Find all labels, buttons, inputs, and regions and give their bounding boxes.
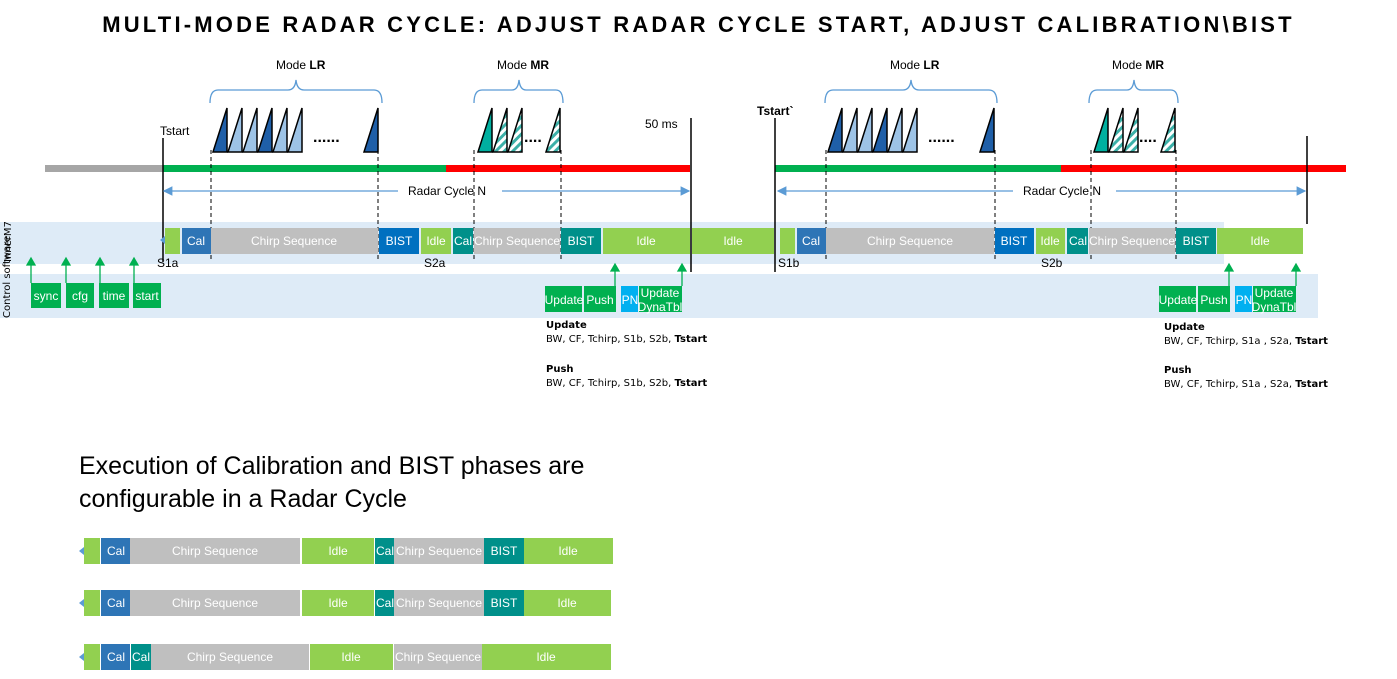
variant-row-3: Cal Cal Chirp Sequence Idle Chirp Sequen… xyxy=(79,644,611,670)
svg-text:......: ...... xyxy=(928,129,955,146)
svg-text:Idle: Idle xyxy=(328,544,348,558)
svg-text:DynaTbl: DynaTbl xyxy=(1252,300,1297,314)
chirp-triangles-lr-1 xyxy=(211,107,379,153)
timeline-green-1 xyxy=(163,165,446,172)
mode-mr-label-1: Mode MR xyxy=(497,58,549,72)
timeline-gray xyxy=(45,165,163,172)
svg-text:Idle: Idle xyxy=(426,234,446,248)
svg-text:start: start xyxy=(135,289,159,303)
svg-text:....: .... xyxy=(524,129,542,146)
svg-text:......: ...... xyxy=(313,129,340,146)
svg-text:Cal: Cal xyxy=(187,234,205,248)
svg-text:PN: PN xyxy=(1236,293,1253,307)
svg-text:time: time xyxy=(103,289,126,303)
control-software-label: Control software xyxy=(2,236,13,318)
control-arrows xyxy=(25,256,1302,286)
svg-text:Chirp Sequence: Chirp Sequence xyxy=(396,596,482,610)
svg-text:Cal: Cal xyxy=(107,650,125,664)
svg-text:Chirp Sequence: Chirp Sequence xyxy=(187,650,273,664)
svg-text:cfg: cfg xyxy=(72,289,88,303)
svg-text:Chirp Sequence: Chirp Sequence xyxy=(474,234,560,248)
svg-text:Cal: Cal xyxy=(107,596,125,610)
svg-text:Idle: Idle xyxy=(341,650,361,664)
svg-text:Idle: Idle xyxy=(636,234,656,248)
chirp-triangles-mr-1 xyxy=(476,107,561,153)
50ms-label: 50 ms xyxy=(645,117,678,131)
svg-text:Update: Update xyxy=(641,286,680,300)
svg-text:Chirp Sequence: Chirp Sequence xyxy=(172,544,258,558)
execution-caption: Execution of Calibration and BIST phases… xyxy=(79,452,585,513)
svg-text:Chirp Sequence: Chirp Sequence xyxy=(396,544,482,558)
s2a-label: S2a xyxy=(424,256,446,270)
svg-text:BIST: BIST xyxy=(491,596,518,610)
svg-text:BIST: BIST xyxy=(1183,234,1210,248)
radar-cycle-label-1: Radar Cycle N xyxy=(408,184,486,198)
svg-text:Cal: Cal xyxy=(376,596,394,610)
svg-text:Idle: Idle xyxy=(558,544,578,558)
svg-text:BIST: BIST xyxy=(386,234,413,248)
svg-text:Cal: Cal xyxy=(802,234,820,248)
inner-m7-label: InnerM7 xyxy=(3,221,14,262)
svg-text:Cal: Cal xyxy=(1069,234,1087,248)
variant-row-2: Cal Chirp Sequence Idle Cal Chirp Sequen… xyxy=(79,590,611,616)
svg-text:Idle: Idle xyxy=(328,596,348,610)
control-row-blocks: sync cfg time start Update Push PN Updat… xyxy=(31,283,1296,314)
svg-text:PN: PN xyxy=(622,293,639,307)
svg-text:Chirp Sequence: Chirp Sequence xyxy=(1089,234,1175,248)
timeline-red-1 xyxy=(446,165,690,172)
chirp-triangles-mr-2 xyxy=(1092,107,1176,153)
s1b-label: S1b xyxy=(778,256,800,270)
svg-text:Cal: Cal xyxy=(454,234,472,248)
svg-text:Idle: Idle xyxy=(1250,234,1270,248)
mode-lr-label-2: Mode LR xyxy=(890,58,940,72)
svg-text:Cal: Cal xyxy=(132,650,150,664)
svg-text:Idle: Idle xyxy=(723,234,743,248)
radar-cycle-label-2: Radar Cycle N xyxy=(1023,184,1101,198)
inner-row-blocks: Cal Chirp Sequence BIST Idle Cal Chirp S… xyxy=(160,228,1303,254)
svg-text:....: .... xyxy=(1139,129,1157,146)
tstart-prime-label: Tstart` xyxy=(757,104,793,118)
svg-text:Update: Update xyxy=(1159,293,1198,307)
svg-text:BIST: BIST xyxy=(491,544,518,558)
svg-text:Cal: Cal xyxy=(107,544,125,558)
svg-text:sync: sync xyxy=(34,289,59,303)
svg-text:BIST: BIST xyxy=(568,234,595,248)
timeline-green-2 xyxy=(775,165,1061,172)
mode-lr-label-1: Mode LR xyxy=(276,58,326,72)
svg-text:Push: Push xyxy=(1200,293,1227,307)
note-left: Update BW, CF, Tchirp, S1b, S2b, Tstart … xyxy=(546,320,708,389)
note-right: Update BW, CF, Tchirp, S1a , S2a, Tstart… xyxy=(1164,322,1328,390)
svg-text:Chirp Sequence: Chirp Sequence xyxy=(867,234,953,248)
timeline-red-2 xyxy=(1061,165,1346,172)
s2b-label: S2b xyxy=(1041,256,1063,270)
svg-text:Chirp Sequence: Chirp Sequence xyxy=(395,650,481,664)
svg-text:Chirp Sequence: Chirp Sequence xyxy=(172,596,258,610)
svg-text:DynaTbl: DynaTbl xyxy=(638,300,683,314)
s1a-label: S1a xyxy=(157,256,179,270)
svg-text:Idle: Idle xyxy=(1040,234,1060,248)
svg-text:Update: Update xyxy=(1255,286,1294,300)
svg-text:Cal: Cal xyxy=(376,544,394,558)
svg-text:BIST: BIST xyxy=(1001,234,1028,248)
mode-mr-label-2: Mode MR xyxy=(1112,58,1164,72)
tstart-label: Tstart xyxy=(160,124,190,138)
variant-row-1: Cal Chirp Sequence Idle Cal Chirp Sequen… xyxy=(79,538,613,564)
svg-text:Update: Update xyxy=(545,293,584,307)
chirp-triangles-lr-2 xyxy=(826,107,995,153)
svg-text:Idle: Idle xyxy=(557,596,577,610)
svg-text:Idle: Idle xyxy=(536,650,556,664)
svg-text:Push: Push xyxy=(586,293,613,307)
page-title: MULTI-MODE RADAR CYCLE: ADJUST RADAR CYC… xyxy=(102,12,1295,37)
svg-text:Chirp Sequence: Chirp Sequence xyxy=(251,234,337,248)
